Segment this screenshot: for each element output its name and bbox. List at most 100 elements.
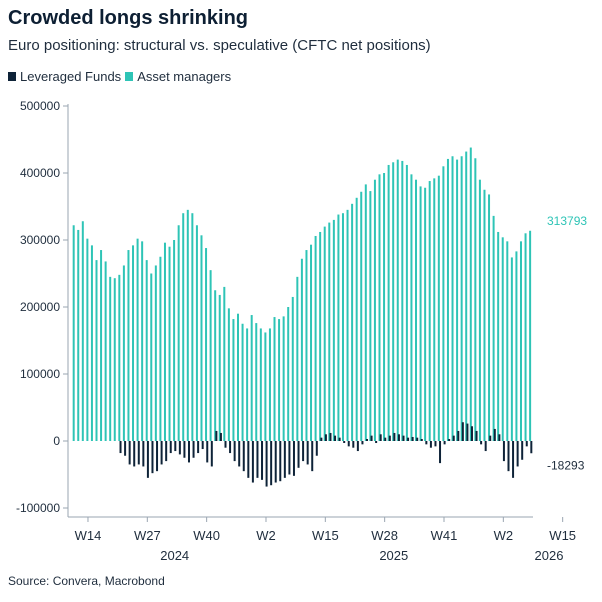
bar-asset-managers xyxy=(291,296,294,441)
bar-asset-managers xyxy=(460,156,463,441)
legend-label-asset: Asset managers xyxy=(137,69,232,84)
bar-leveraged-funds xyxy=(384,437,387,441)
bar-asset-managers xyxy=(163,242,166,441)
bar-asset-managers xyxy=(186,209,189,441)
y-tick-label: 300000 xyxy=(20,233,60,247)
bar-asset-managers xyxy=(127,250,130,441)
y-tick-label: 100000 xyxy=(20,367,60,381)
bar-asset-managers xyxy=(337,214,340,441)
bar-asset-managers xyxy=(483,189,486,441)
bar-leveraged-funds xyxy=(270,441,273,486)
bar-asset-managers xyxy=(328,222,331,441)
legend: Leveraged Funds Asset managers xyxy=(8,69,235,84)
bar-asset-managers xyxy=(95,260,98,441)
bar-leveraged-funds xyxy=(224,441,227,448)
bar-asset-managers xyxy=(141,241,144,441)
bar-asset-managers xyxy=(506,241,509,441)
bar-leveraged-funds xyxy=(402,435,405,441)
bar-asset-managers xyxy=(469,147,472,442)
legend-swatch-asset xyxy=(125,72,134,81)
bar-asset-managers xyxy=(428,181,431,442)
bar-asset-managers xyxy=(223,286,226,441)
y-tick-label: 200000 xyxy=(20,300,60,314)
x-tick-label: W28 xyxy=(371,528,398,543)
legend-label-leveraged: Leveraged Funds xyxy=(20,69,122,84)
bar-asset-managers xyxy=(319,231,322,441)
bar-asset-managers xyxy=(104,261,107,441)
bar-asset-managers xyxy=(501,237,504,441)
bar-asset-managers xyxy=(159,256,162,441)
bar-leveraged-funds xyxy=(137,441,140,465)
bar-asset-managers xyxy=(378,174,381,441)
bar-asset-managers xyxy=(424,187,427,441)
bar-leveraged-funds xyxy=(466,423,469,441)
x-year-label: 2024 xyxy=(160,548,189,563)
bar-asset-managers xyxy=(177,225,180,441)
bar-leveraged-funds xyxy=(375,441,378,444)
bar-asset-managers xyxy=(264,332,267,441)
bar-leveraged-funds xyxy=(356,441,359,452)
bar-leveraged-funds xyxy=(343,441,346,444)
bar-leveraged-funds xyxy=(265,441,268,487)
bar-asset-managers xyxy=(323,226,326,441)
bar-asset-managers xyxy=(296,276,299,441)
bar-asset-managers xyxy=(360,191,363,441)
bar-asset-managers xyxy=(236,313,239,441)
bar-leveraged-funds xyxy=(183,441,186,458)
bar-leveraged-funds xyxy=(151,441,154,474)
bar-leveraged-funds xyxy=(379,434,382,441)
y-tick-label: 0 xyxy=(53,434,60,448)
bar-asset-managers xyxy=(492,215,495,441)
bar-asset-managers xyxy=(72,225,75,441)
bar-leveraged-funds xyxy=(530,441,533,454)
bar-leveraged-funds xyxy=(311,441,314,472)
bar-asset-managers xyxy=(405,164,408,441)
bar-asset-managers xyxy=(442,166,445,442)
bar-asset-managers xyxy=(259,328,262,441)
bar-asset-managers xyxy=(446,158,449,441)
bar-leveraged-funds xyxy=(475,430,478,441)
x-tick-label: W2 xyxy=(494,528,514,543)
bar-asset-managers xyxy=(227,308,230,441)
bar-leveraged-funds xyxy=(507,441,510,472)
bar-asset-managers xyxy=(497,231,500,441)
x-tick-label: W27 xyxy=(134,528,161,543)
bar-asset-managers xyxy=(214,290,217,441)
bar-leveraged-funds xyxy=(370,435,373,441)
bar-leveraged-funds xyxy=(484,441,487,452)
bar-leveraged-funds xyxy=(338,437,341,441)
legend-item-leveraged: Leveraged Funds xyxy=(8,69,121,84)
bar-leveraged-funds xyxy=(315,441,318,456)
bar-leveraged-funds xyxy=(416,437,419,441)
bar-asset-managers xyxy=(437,175,440,441)
bar-leveraged-funds xyxy=(516,441,519,467)
x-year-label: 2025 xyxy=(379,548,408,563)
bar-leveraged-funds xyxy=(256,441,259,478)
bar-asset-managers xyxy=(218,294,221,441)
bar-asset-managers xyxy=(401,160,404,441)
bar-leveraged-funds xyxy=(388,435,391,441)
bar-leveraged-funds xyxy=(292,441,295,476)
bar-asset-managers xyxy=(100,250,103,441)
bar-asset-managers xyxy=(205,248,208,441)
bar-leveraged-funds xyxy=(174,441,177,452)
bar-leveraged-funds xyxy=(206,441,209,463)
bar-leveraged-funds xyxy=(334,435,337,441)
bar-asset-managers xyxy=(524,233,527,441)
bar-asset-managers xyxy=(300,258,303,441)
bar-leveraged-funds xyxy=(329,432,332,441)
bar-asset-managers xyxy=(314,235,317,441)
bar-asset-managers xyxy=(241,323,244,441)
bar-asset-managers xyxy=(392,162,395,441)
bar-asset-managers xyxy=(332,219,335,441)
bar-leveraged-funds xyxy=(156,441,159,472)
bar-leveraged-funds xyxy=(297,441,300,468)
bar-asset-managers xyxy=(246,328,249,441)
bar-asset-managers xyxy=(369,191,372,441)
bar-leveraged-funds xyxy=(420,438,423,441)
bar-asset-managers xyxy=(209,270,212,441)
x-tick-label: W40 xyxy=(193,528,220,543)
bar-asset-managers xyxy=(310,244,313,441)
bar-leveraged-funds xyxy=(443,441,446,445)
